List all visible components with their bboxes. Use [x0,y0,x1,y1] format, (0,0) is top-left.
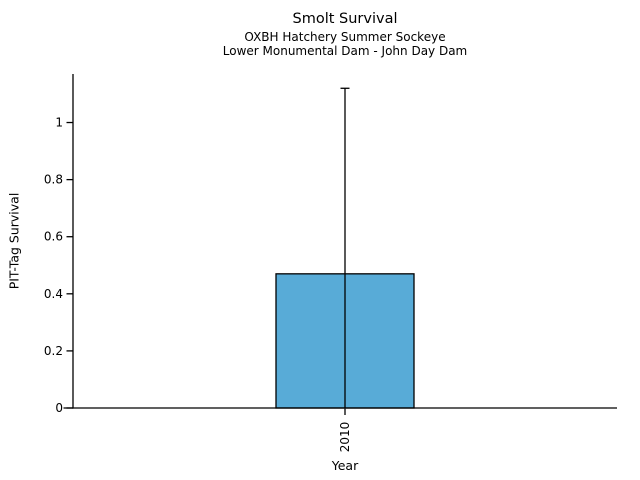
x-tick-label: 2010 [338,422,352,453]
y-tick-label: 0 [55,401,63,415]
x-axis-title: Year [331,458,359,473]
y-tick-label: 1 [55,116,63,130]
chart-title: Smolt Survival [292,11,398,27]
y-tick-label: 0.8 [44,173,63,187]
y-tick-label: 0.6 [44,230,63,244]
y-tick-label: 0.4 [44,287,63,301]
chart-subtitle-line1: OXBH Hatchery Summer Sockeye [244,30,446,44]
y-tick-label: 0.2 [44,344,63,358]
chart-subtitle-line2: Lower Monumental Dam - John Day Dam [222,44,468,58]
